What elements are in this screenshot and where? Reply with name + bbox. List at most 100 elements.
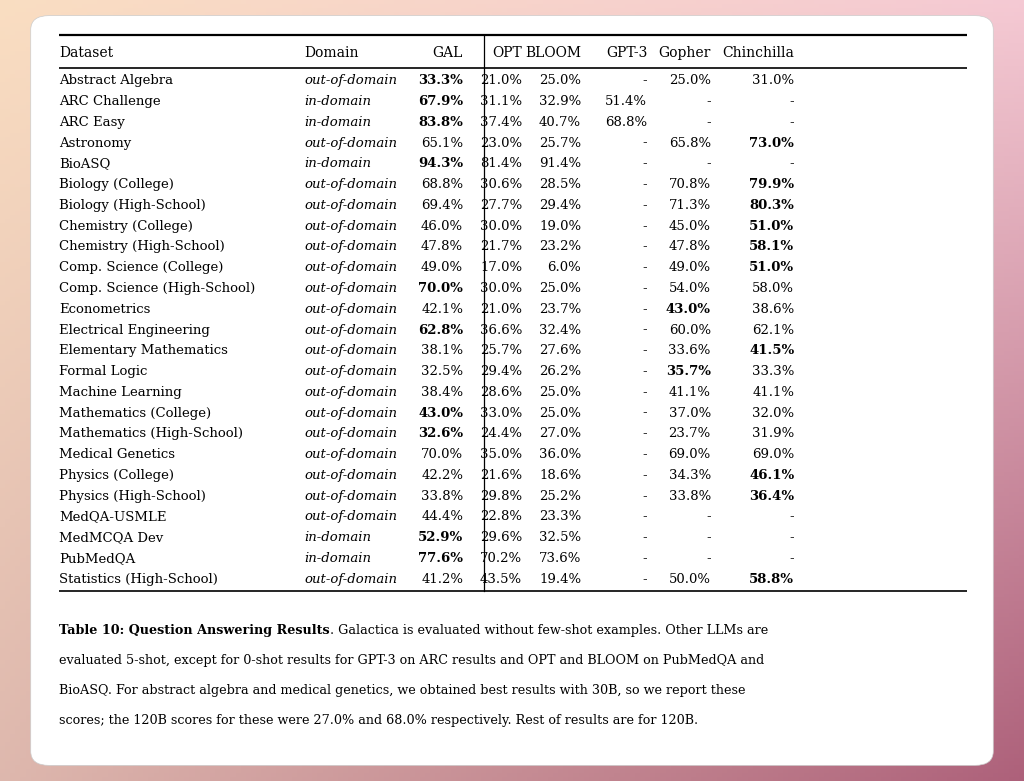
Text: 24.4%: 24.4% xyxy=(480,427,522,440)
Text: 31.0%: 31.0% xyxy=(753,74,795,87)
Text: 25.0%: 25.0% xyxy=(539,386,581,399)
Text: out-of-domain: out-of-domain xyxy=(304,365,397,378)
Text: -: - xyxy=(790,157,795,170)
Text: 81.4%: 81.4% xyxy=(480,157,522,170)
Text: -: - xyxy=(643,344,647,357)
Text: -: - xyxy=(643,407,647,419)
Text: 68.8%: 68.8% xyxy=(605,116,647,129)
Text: -: - xyxy=(643,178,647,191)
Text: 32.0%: 32.0% xyxy=(753,407,795,419)
Text: -: - xyxy=(707,552,711,565)
Text: out-of-domain: out-of-domain xyxy=(304,407,397,419)
Text: 23.3%: 23.3% xyxy=(539,511,581,523)
Text: Domain: Domain xyxy=(304,46,358,60)
Text: 33.3%: 33.3% xyxy=(752,365,795,378)
Text: out-of-domain: out-of-domain xyxy=(304,572,397,586)
Text: MedMCQA Dev: MedMCQA Dev xyxy=(59,531,164,544)
Text: 45.0%: 45.0% xyxy=(669,219,711,233)
Text: 32.6%: 32.6% xyxy=(418,427,463,440)
Text: 42.1%: 42.1% xyxy=(421,303,463,316)
Text: 36.0%: 36.0% xyxy=(539,448,581,461)
Text: 37.0%: 37.0% xyxy=(669,407,711,419)
Text: out-of-domain: out-of-domain xyxy=(304,137,397,150)
Text: 32.4%: 32.4% xyxy=(539,323,581,337)
Text: 70.0%: 70.0% xyxy=(418,282,463,295)
Text: -: - xyxy=(643,219,647,233)
Text: 17.0%: 17.0% xyxy=(480,261,522,274)
Text: 21.7%: 21.7% xyxy=(480,241,522,253)
Text: 23.2%: 23.2% xyxy=(539,241,581,253)
Text: BioASQ. For abstract algebra and medical genetics, we obtained best results with: BioASQ. For abstract algebra and medical… xyxy=(59,684,745,697)
Text: 23.7%: 23.7% xyxy=(539,303,581,316)
Text: 58.8%: 58.8% xyxy=(750,572,795,586)
Text: out-of-domain: out-of-domain xyxy=(304,323,397,337)
Text: Gopher: Gopher xyxy=(658,46,711,60)
Text: 32.5%: 32.5% xyxy=(539,531,581,544)
Text: -: - xyxy=(707,95,711,108)
Text: 65.8%: 65.8% xyxy=(669,137,711,150)
Text: -: - xyxy=(643,303,647,316)
Text: 38.4%: 38.4% xyxy=(421,386,463,399)
Text: 58.0%: 58.0% xyxy=(753,282,795,295)
Text: in-domain: in-domain xyxy=(304,531,372,544)
Text: 43.5%: 43.5% xyxy=(480,572,522,586)
Text: -: - xyxy=(643,365,647,378)
Text: -: - xyxy=(643,261,647,274)
Text: -: - xyxy=(790,531,795,544)
Text: 71.3%: 71.3% xyxy=(669,199,711,212)
Text: Biology (High-School): Biology (High-School) xyxy=(59,199,206,212)
Text: -: - xyxy=(707,157,711,170)
Text: 60.0%: 60.0% xyxy=(669,323,711,337)
Text: 46.1%: 46.1% xyxy=(749,469,795,482)
Text: 51.0%: 51.0% xyxy=(750,219,795,233)
Text: -: - xyxy=(643,199,647,212)
Text: 21.0%: 21.0% xyxy=(480,303,522,316)
Text: OPT: OPT xyxy=(493,46,522,60)
Text: 33.8%: 33.8% xyxy=(669,490,711,503)
Text: 73.0%: 73.0% xyxy=(750,137,795,150)
Text: out-of-domain: out-of-domain xyxy=(304,199,397,212)
Text: Physics (High-School): Physics (High-School) xyxy=(59,490,206,503)
Text: -: - xyxy=(790,511,795,523)
Text: out-of-domain: out-of-domain xyxy=(304,386,397,399)
Text: Physics (College): Physics (College) xyxy=(59,469,174,482)
Text: 54.0%: 54.0% xyxy=(669,282,711,295)
Text: out-of-domain: out-of-domain xyxy=(304,178,397,191)
Text: 80.3%: 80.3% xyxy=(750,199,795,212)
Text: 25.0%: 25.0% xyxy=(539,407,581,419)
Text: 31.9%: 31.9% xyxy=(752,427,795,440)
Text: in-domain: in-domain xyxy=(304,552,372,565)
Text: 32.5%: 32.5% xyxy=(421,365,463,378)
Text: 29.8%: 29.8% xyxy=(480,490,522,503)
Text: -: - xyxy=(707,116,711,129)
Text: 41.1%: 41.1% xyxy=(753,386,795,399)
Text: Astronomy: Astronomy xyxy=(59,137,132,150)
Text: out-of-domain: out-of-domain xyxy=(304,303,397,316)
Text: 68.8%: 68.8% xyxy=(421,178,463,191)
Text: 43.0%: 43.0% xyxy=(666,303,711,316)
Text: 70.8%: 70.8% xyxy=(669,178,711,191)
Text: 69.4%: 69.4% xyxy=(421,199,463,212)
Text: 43.0%: 43.0% xyxy=(418,407,463,419)
Text: 21.0%: 21.0% xyxy=(480,74,522,87)
Text: Elementary Mathematics: Elementary Mathematics xyxy=(59,344,228,357)
Text: 65.1%: 65.1% xyxy=(421,137,463,150)
Text: out-of-domain: out-of-domain xyxy=(304,219,397,233)
Text: 58.1%: 58.1% xyxy=(750,241,795,253)
Text: Electrical Engineering: Electrical Engineering xyxy=(59,323,210,337)
Text: 30.0%: 30.0% xyxy=(480,282,522,295)
Text: -: - xyxy=(643,511,647,523)
Text: 23.7%: 23.7% xyxy=(669,427,711,440)
Text: 79.9%: 79.9% xyxy=(750,178,795,191)
Text: Formal Logic: Formal Logic xyxy=(59,365,147,378)
Text: 27.7%: 27.7% xyxy=(480,199,522,212)
Text: PubMedQA: PubMedQA xyxy=(59,552,135,565)
Text: Abstract Algebra: Abstract Algebra xyxy=(59,74,173,87)
Text: 33.0%: 33.0% xyxy=(480,407,522,419)
Text: 51.4%: 51.4% xyxy=(605,95,647,108)
Text: 47.8%: 47.8% xyxy=(421,241,463,253)
Text: 37.4%: 37.4% xyxy=(480,116,522,129)
Text: 25.0%: 25.0% xyxy=(539,74,581,87)
Text: 25.0%: 25.0% xyxy=(669,74,711,87)
Text: 35.0%: 35.0% xyxy=(480,448,522,461)
